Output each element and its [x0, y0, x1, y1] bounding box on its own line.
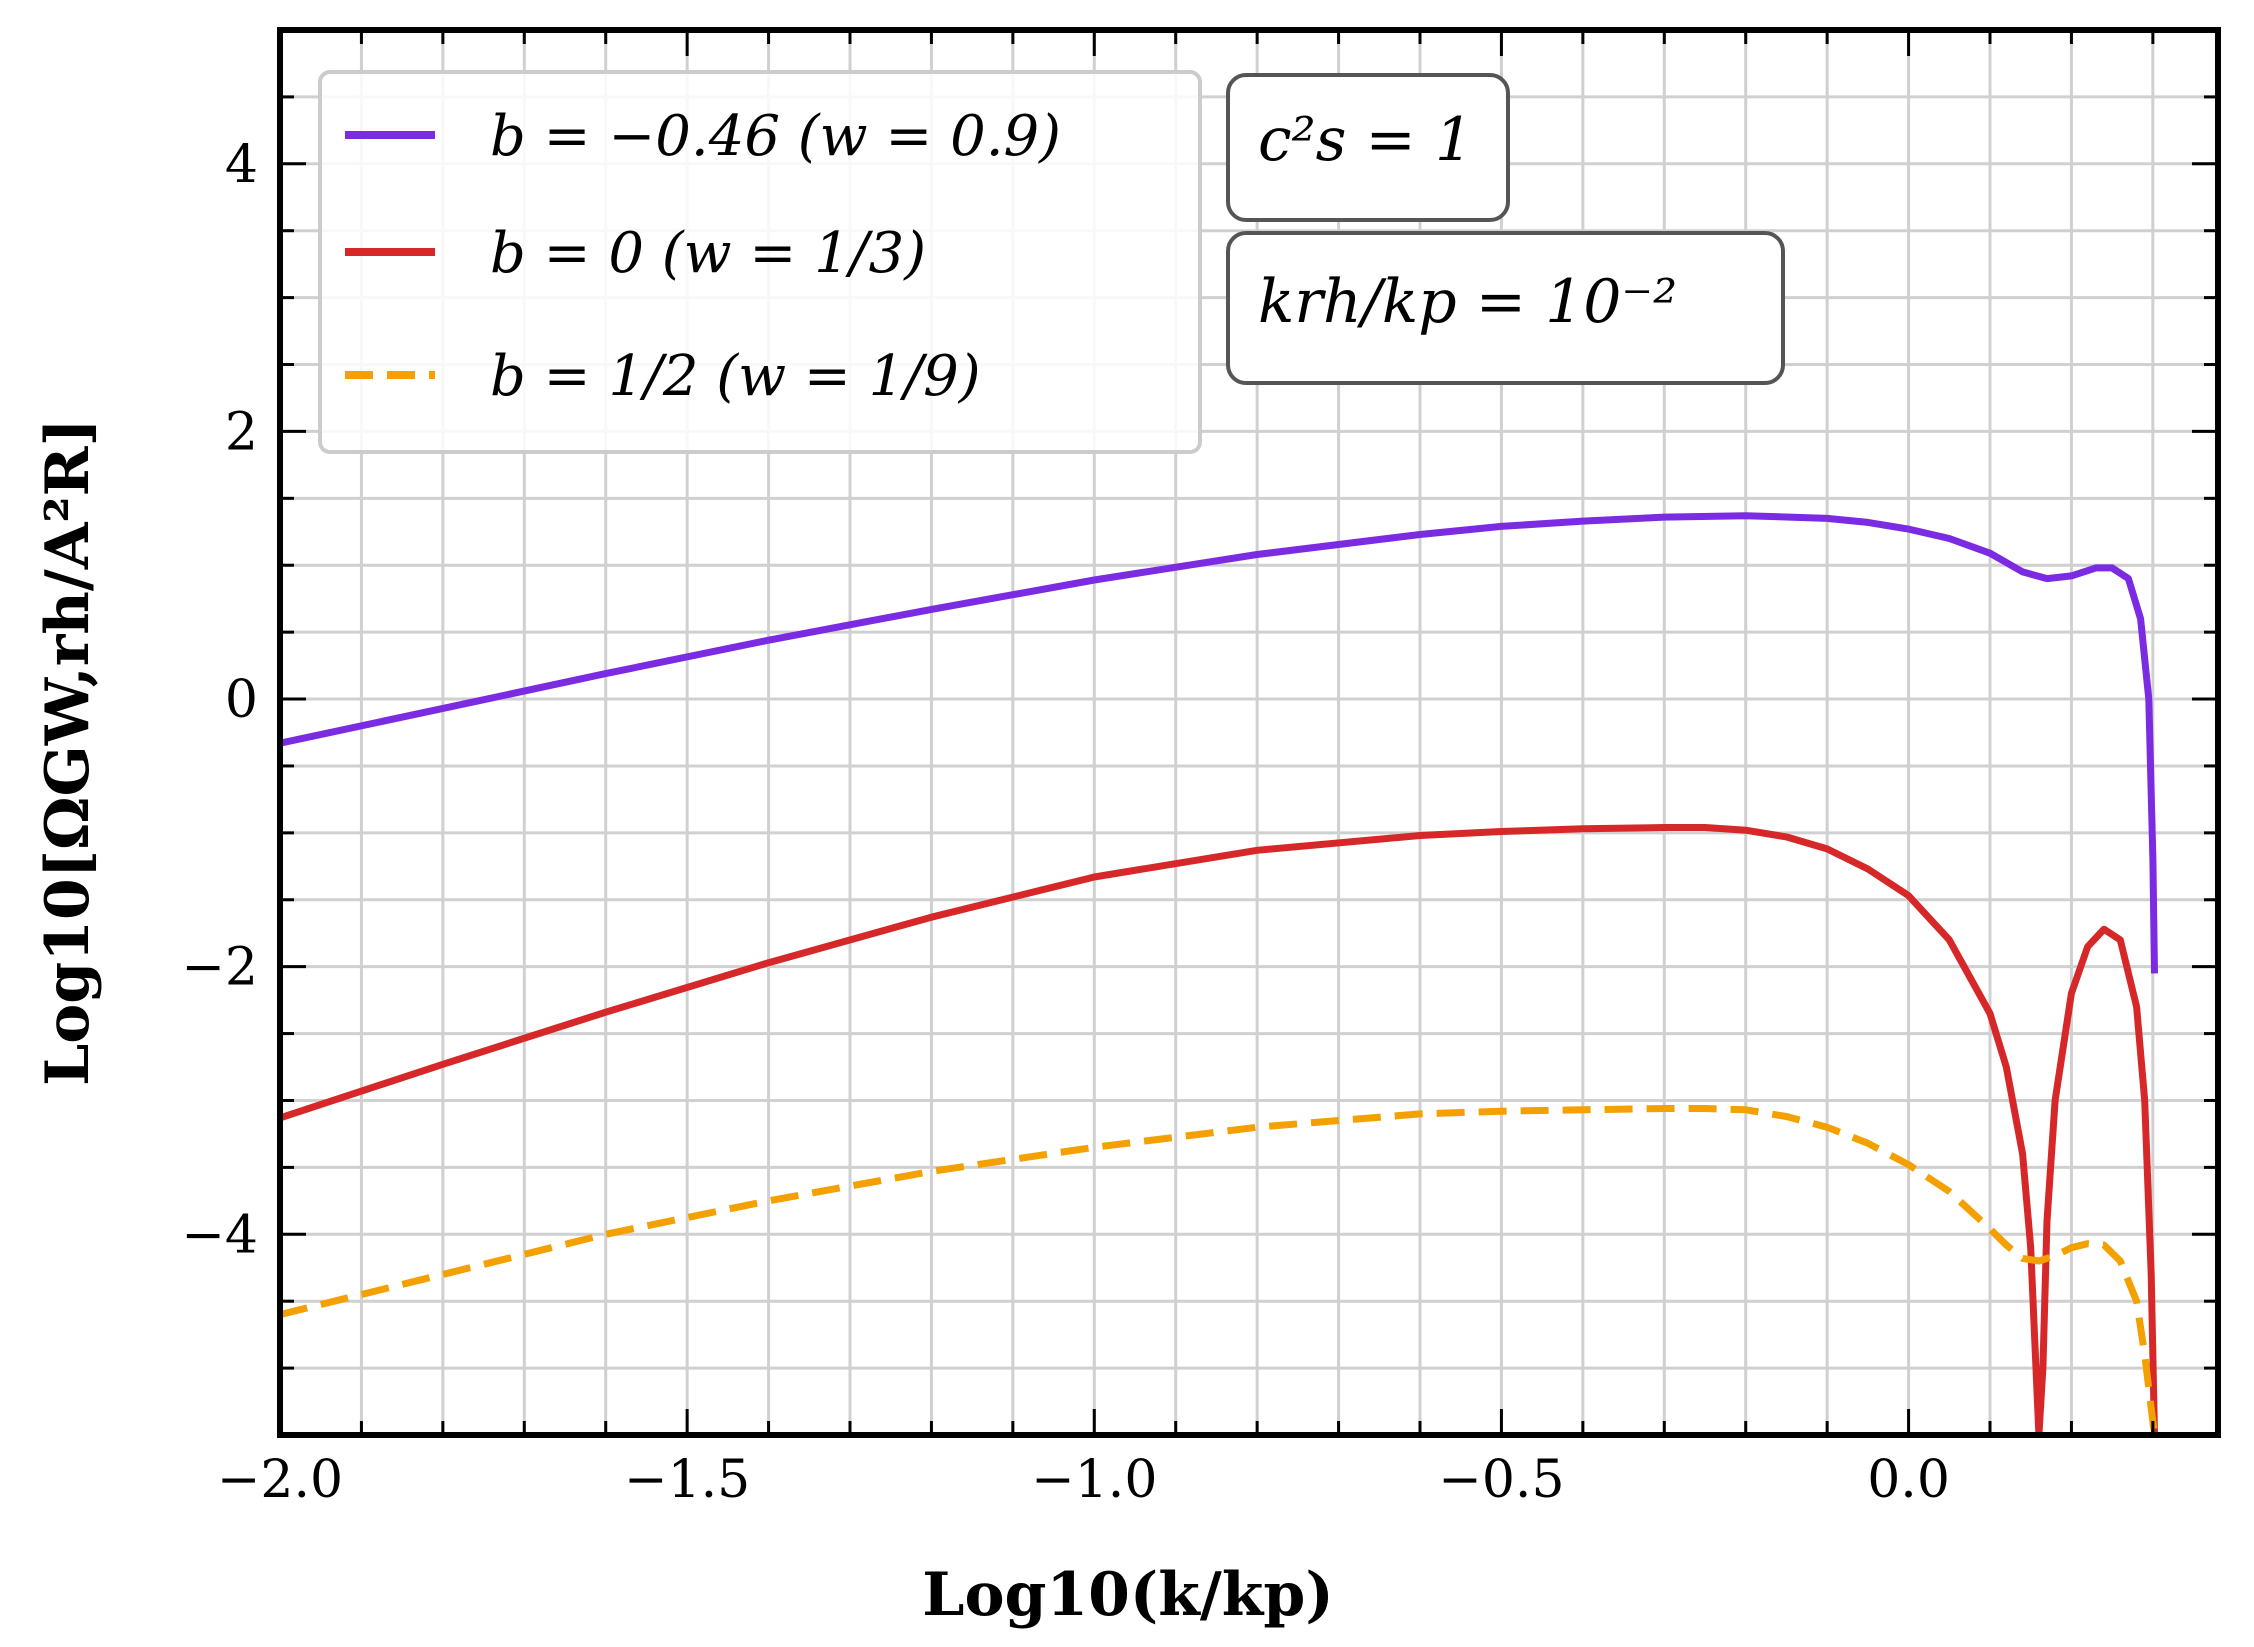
- x-tick-label: −2.0: [217, 1450, 343, 1510]
- series-line-1: [280, 824, 2158, 1435]
- legend-label-1: b = 0 (w = 1/3): [490, 221, 926, 286]
- annotation-krh-box: [1226, 231, 1785, 385]
- y-tick-label: −4: [181, 1205, 258, 1265]
- y-tick-label: 2: [225, 402, 258, 462]
- y-tick-label: 0: [225, 670, 258, 730]
- y-axis-title: Log10[ΩGW,rh/A²R]: [33, 418, 103, 1086]
- annotation-krh-text: krh/kp = 10⁻²: [1258, 267, 1677, 337]
- annotation-cs: c²s = 1: [1226, 73, 1510, 222]
- annotation-cs-text: c²s = 1: [1258, 105, 1473, 175]
- legend-label-0: b = −0.46 (w = 0.9): [490, 104, 1061, 169]
- y-tick-label: −2: [181, 938, 258, 998]
- tick-labels: −2.0 −1.5 −1.0 −0.5 0.0 −4 −2 0 2 4: [181, 135, 1950, 1510]
- x-tick-label: 0.0: [1867, 1450, 1950, 1510]
- x-axis-title: Log10(k/kp): [922, 1560, 1333, 1630]
- x-tick-label: −0.5: [1438, 1450, 1564, 1510]
- x-tick-label: −1.0: [1031, 1450, 1157, 1510]
- series-line-2: [280, 1105, 2158, 1435]
- series-layer: [280, 512, 2158, 1435]
- legend-label-2: b = 1/2 (w = 1/9): [490, 344, 981, 409]
- y-tick-label: 4: [225, 135, 258, 195]
- x-tick-label: −1.5: [624, 1450, 750, 1510]
- legend: b = −0.46 (w = 0.9) b = 0 (w = 1/3) b = …: [318, 70, 1202, 454]
- plot-frame: [277, 27, 2221, 1438]
- annotation-krh: krh/kp = 10⁻²: [1226, 231, 1785, 385]
- legend-box: [318, 70, 1202, 454]
- series-line-0: [280, 512, 2158, 974]
- annotation-cs-box: [1226, 73, 1510, 222]
